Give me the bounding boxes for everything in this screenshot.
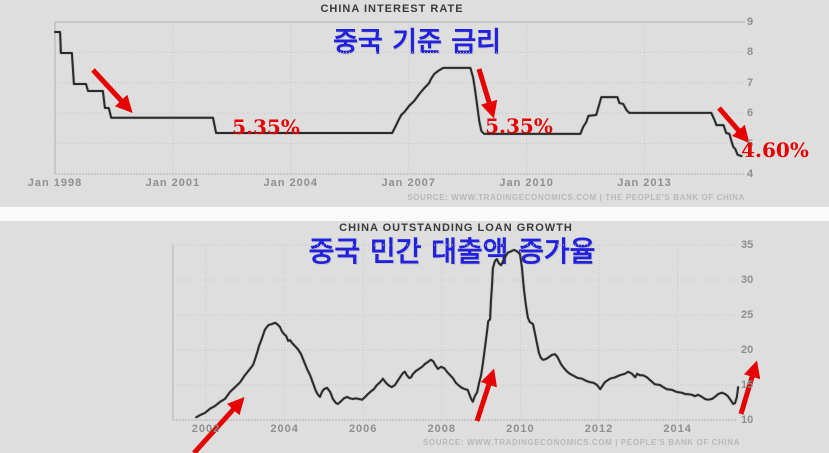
rate-annotation: 5.35% — [232, 115, 300, 139]
x-tick-label: 2004 — [270, 423, 299, 435]
y-tick-label: 6 — [747, 107, 754, 120]
chart-title: CHINA OUTSTANDING LOAN GROWTH — [339, 222, 573, 234]
source-attribution: SOURCE: WWW.TRADINGECONOMICS.COM | PEOPL… — [422, 438, 740, 447]
rate-annotation: 5.35% — [485, 114, 553, 138]
axis-labels-layer: 9 8 7 6 5 4 Jan 1998 Jan 2001 Jan 2004 Jan 2007 Ja… — [0, 0, 829, 207]
x-tick-label: Jan 1998 — [27, 177, 83, 189]
plot-area — [172, 244, 761, 453]
y-tick-label: 30 — [741, 274, 754, 286]
x-tick-label: Jan 2013 — [617, 177, 672, 189]
data-line — [195, 248, 740, 419]
y-tick-label: 10 — [741, 414, 754, 426]
y-tick-label: 15 — [741, 379, 754, 391]
red-arrow — [476, 68, 498, 119]
x-tick-label: 2006 — [348, 423, 378, 435]
x-tick-label: Jan 2004 — [263, 177, 319, 189]
chart-title: CHINA INTEREST RATE — [320, 3, 464, 15]
y-tick-label: 7 — [747, 76, 754, 89]
x-tick-label: Jan 2007 — [381, 177, 436, 189]
interest-rate-chart-section: CHINA INTEREST RATE 중국 기준 금리 9 8 7 6 5 4 Jan 1… — [0, 0, 829, 207]
red-arrow — [91, 68, 133, 114]
y-tick-label: 4 — [747, 168, 754, 180]
x-tick-label: 2012 — [584, 423, 614, 435]
red-arrow — [738, 360, 761, 415]
chart-divider — [0, 207, 829, 221]
y-tick-label: 9 — [747, 16, 754, 28]
axis-labels-layer: 35 30 25 20 15 10 2002 2004 2006 2008 2010 2012 2014 — [0, 221, 829, 453]
loan-growth-chart-section: CHINA OUTSTANDING LOAN GROWTH 중국 민간 대출액 … — [0, 221, 829, 453]
y-tick-label: 35 — [741, 239, 754, 251]
x-tick-label: Jan 2001 — [145, 177, 201, 189]
red-arrow — [474, 368, 497, 422]
x-tick-label: 2010 — [506, 423, 535, 435]
x-tick-label: Jan 2010 — [499, 177, 554, 189]
red-arrow — [192, 396, 245, 453]
x-tick-label: 2014 — [663, 423, 692, 435]
x-tick-label: 2002 — [191, 423, 221, 435]
y-tick-label: 8 — [747, 46, 754, 59]
korean-subtitle: 중국 민간 대출액 증가율 — [308, 235, 596, 268]
y-tick-label: 25 — [741, 309, 754, 321]
y-tick-label: 20 — [741, 344, 754, 356]
data-line — [54, 31, 743, 158]
red-arrow — [717, 106, 750, 144]
y-tick-label: 5 — [747, 137, 754, 150]
x-tick-label: 2008 — [427, 423, 457, 435]
rate-annotation: 4.60% — [741, 138, 809, 162]
source-attribution: SOURCE: WWW.TRADINGECONOMICS.COM | THE P… — [407, 193, 745, 202]
plot-area — [54, 21, 750, 175]
